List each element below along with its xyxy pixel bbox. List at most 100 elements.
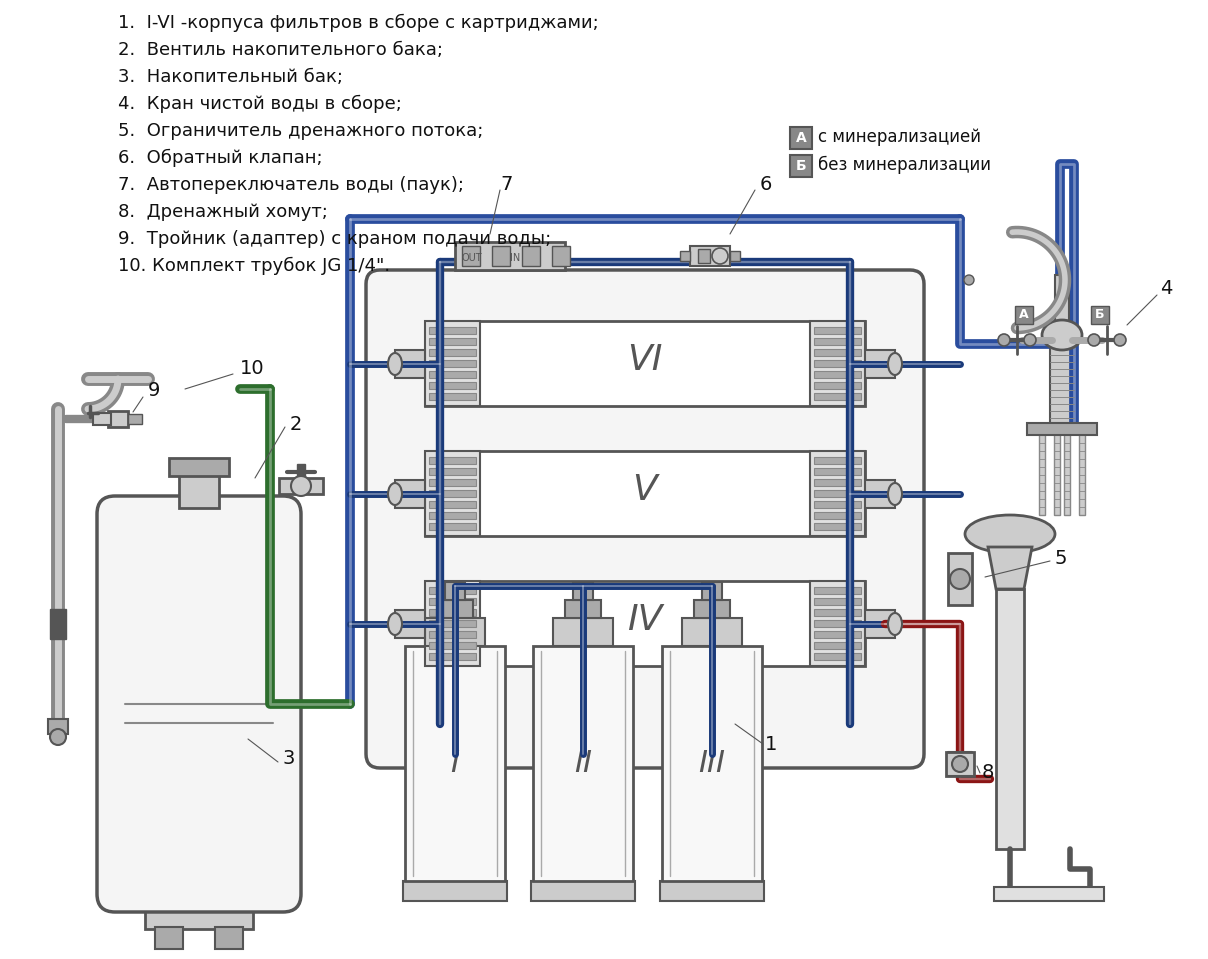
Bar <box>429 327 476 334</box>
Bar <box>145 894 252 929</box>
Bar <box>429 631 476 638</box>
Bar <box>814 457 861 464</box>
Bar <box>533 646 633 881</box>
Bar <box>865 350 895 378</box>
Text: VI: VI <box>627 343 663 377</box>
Bar <box>1039 433 1045 515</box>
Text: 2: 2 <box>290 414 302 433</box>
Bar <box>395 350 425 378</box>
Text: 5: 5 <box>1055 550 1068 569</box>
Bar <box>790 155 812 177</box>
Bar <box>429 338 476 345</box>
Text: Б: Б <box>1096 309 1105 321</box>
Bar <box>429 371 476 378</box>
Bar <box>814 349 861 356</box>
Bar <box>155 927 182 949</box>
Bar <box>1055 275 1069 335</box>
Bar <box>108 411 128 427</box>
Text: 1: 1 <box>765 735 778 754</box>
Bar <box>814 479 861 486</box>
Text: IV: IV <box>627 603 663 637</box>
Bar <box>814 523 861 530</box>
Text: 2.  Вентиль накопительного бака;: 2. Вентиль накопительного бака; <box>118 41 443 59</box>
Bar <box>532 881 635 901</box>
Bar <box>179 470 219 508</box>
Bar <box>814 393 861 400</box>
Text: 10. Комплект трубок JG 1/4".: 10. Комплект трубок JG 1/4". <box>118 257 390 275</box>
Bar <box>790 127 812 149</box>
Ellipse shape <box>388 483 402 505</box>
Bar <box>425 451 865 536</box>
Text: 9: 9 <box>149 382 161 401</box>
Bar <box>660 881 763 901</box>
Bar <box>814 631 861 638</box>
Text: без минерализации: без минерализации <box>818 156 991 175</box>
Bar <box>811 451 865 536</box>
Ellipse shape <box>888 483 902 505</box>
Bar <box>1064 433 1070 515</box>
Bar <box>814 371 861 378</box>
Bar <box>429 457 476 464</box>
Bar <box>395 480 425 508</box>
Bar <box>865 480 895 508</box>
Bar <box>1027 423 1097 435</box>
Bar <box>429 653 476 660</box>
Bar <box>814 490 861 497</box>
Circle shape <box>1088 334 1100 346</box>
Bar <box>429 642 476 649</box>
Circle shape <box>50 729 66 745</box>
Circle shape <box>964 275 974 285</box>
Bar <box>429 587 476 594</box>
Bar <box>695 600 730 618</box>
Bar <box>429 490 476 497</box>
Bar <box>93 413 111 425</box>
Bar <box>683 618 742 646</box>
Bar <box>403 881 507 901</box>
Bar <box>425 451 480 536</box>
Bar <box>814 620 861 627</box>
Bar <box>552 246 570 266</box>
Bar <box>461 246 480 266</box>
Bar <box>814 587 861 594</box>
Bar <box>811 321 865 406</box>
Bar <box>814 382 861 389</box>
Text: 8: 8 <box>982 763 994 783</box>
Bar <box>1091 306 1109 324</box>
Bar <box>437 600 474 618</box>
Bar <box>50 609 66 639</box>
Bar <box>429 501 476 508</box>
Bar <box>395 610 425 638</box>
Text: 7.  Автопереключатель воды (паук);: 7. Автопереключатель воды (паук); <box>118 176 464 194</box>
Bar <box>169 458 230 476</box>
Text: 3.  Накопительный бак;: 3. Накопительный бак; <box>118 68 343 86</box>
Bar <box>425 321 480 406</box>
Text: 7: 7 <box>500 175 512 194</box>
Bar <box>455 242 565 270</box>
Text: II: II <box>574 750 592 779</box>
Text: 9.  Тройник (адаптер) с краном подачи воды;: 9. Тройник (адаптер) с краном подачи вод… <box>118 230 551 248</box>
FancyBboxPatch shape <box>97 496 301 912</box>
Text: с минерализацией: с минерализацией <box>818 128 981 146</box>
Bar <box>429 512 476 519</box>
Bar <box>279 478 323 494</box>
Polygon shape <box>988 547 1032 589</box>
Text: 8.  Дренажный хомут;: 8. Дренажный хомут; <box>118 203 327 221</box>
Bar <box>730 251 741 261</box>
Bar <box>814 360 861 367</box>
Bar <box>1015 306 1033 324</box>
Text: I: I <box>451 750 459 779</box>
Bar <box>429 382 476 389</box>
Circle shape <box>998 334 1010 346</box>
Bar <box>492 246 510 266</box>
Circle shape <box>949 569 970 589</box>
Bar <box>48 719 68 734</box>
Bar <box>297 464 304 478</box>
Bar <box>662 646 762 881</box>
Text: IN: IN <box>510 253 521 263</box>
Text: 4: 4 <box>1160 279 1173 298</box>
Text: А: А <box>796 131 807 145</box>
Bar <box>522 246 540 266</box>
Text: 6: 6 <box>760 175 772 194</box>
Text: III: III <box>698 750 726 779</box>
Circle shape <box>1024 334 1036 346</box>
